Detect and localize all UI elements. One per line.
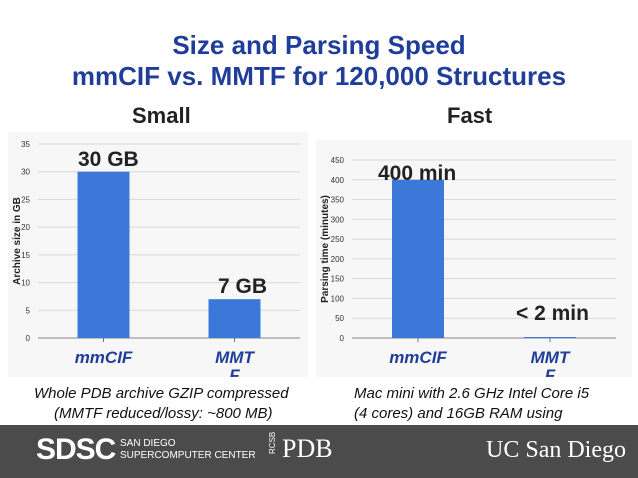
right-chart-ytick-label-6: 300 (331, 215, 345, 224)
right-chart-data-label-0: 400 min (378, 162, 456, 185)
rcsb-label: RCSB (268, 431, 277, 454)
left-chart-ytick-label-0: 0 (26, 334, 31, 343)
slide-title-line2: mmCIF vs. MMTF for 120,000 Structures (71, 61, 567, 91)
left-chart-ytick-label-3: 15 (21, 251, 30, 260)
left-heading: Small (132, 103, 191, 128)
right-caption-line2: (4 cores) and 16GB RAM using (354, 405, 563, 422)
left-chart-bar-0 (77, 171, 130, 338)
sdsc-logo: SDSC (36, 433, 116, 466)
right-chart-data-label-1: < 2 min (516, 302, 589, 325)
left-chart-category-label-1-part2: F (229, 366, 240, 377)
pdb-logo: PDB (282, 434, 333, 463)
right-chart-ytick-label-0: 0 (340, 334, 345, 343)
left-chart-ytick-label-1: 5 (26, 306, 31, 315)
left-chart-ytick-label-6: 30 (21, 168, 30, 177)
right-chart-ytick-label-2: 100 (331, 294, 345, 303)
left-chart-ytick-label-7: 35 (21, 140, 30, 149)
right-heading: Fast (447, 103, 493, 128)
left-chart-data-label-0: 30 GB (78, 148, 139, 171)
left-chart-category-label-0: mmCIF (75, 348, 133, 367)
footer-bar: SDSC SAN DIEGO SUPERCOMPUTER CENTER RCSB… (0, 425, 638, 478)
archive-size-chart: 0 5 10 15 20 25 30 35 Archive size in GB mmCIF 30 … (8, 132, 308, 377)
sdsc-name-line2: SUPERCOMPUTER CENTER (120, 450, 256, 461)
right-chart-ytick-label-7: 350 (331, 196, 345, 205)
right-chart-ylabel: Parsing time (minutes) (320, 195, 331, 303)
left-chart-ytick-label-2: 10 (21, 279, 30, 288)
left-chart-category-label-1: MMT F (215, 348, 255, 377)
right-chart-bar-0 (392, 179, 444, 338)
right-chart-ytick-label-8: 400 (331, 176, 345, 185)
slide-title-line1: Size and Parsing Speed (172, 30, 466, 60)
left-chart-bar-1 (208, 299, 261, 338)
right-chart-ytick-label-5: 250 (331, 235, 345, 244)
right-chart-category-label-1: MMT F (531, 348, 571, 377)
right-chart-ytick-label-9: 450 (331, 156, 345, 165)
left-caption-line2: (MMTF reduced/lossy: ~800 MB) (54, 405, 273, 422)
left-chart-data-label-1: 7 GB (218, 275, 267, 298)
right-chart-category-label-0: mmCIF (389, 348, 447, 367)
right-chart-ytick-label-3: 150 (331, 275, 345, 284)
left-chart-category-label-1-part1: MMT (215, 348, 255, 367)
right-chart-bar-1 (524, 337, 576, 338)
left-chart-ylabel: Archive size in GB (12, 197, 23, 285)
parsing-time-chart: 0 50 100 150 200 250 300 350 400 450 Parsing time … (316, 140, 632, 377)
right-caption-line1: Mac mini with 2.6 GHz Intel Core i5 (354, 385, 590, 402)
right-chart-category-label-1-part2: F (545, 366, 556, 377)
sdsc-name-line1: SAN DIEGO (120, 438, 176, 449)
left-chart-ytick-label-5: 25 (21, 195, 30, 204)
right-chart-category-label-1-part1: MMT (531, 348, 571, 367)
left-chart-ytick-label-4: 20 (21, 223, 30, 232)
ucsd-logo: UC San Diego (486, 437, 626, 463)
right-chart-ytick-label-4: 200 (331, 255, 345, 264)
left-caption-line1: Whole PDB archive GZIP compressed (34, 385, 289, 402)
right-chart-ytick-label-1: 50 (335, 314, 344, 323)
